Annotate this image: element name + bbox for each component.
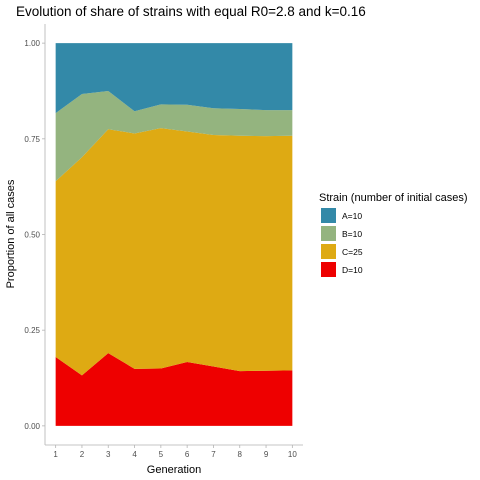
legend-swatch bbox=[321, 262, 336, 277]
legend-swatch bbox=[321, 244, 336, 259]
y-tick-label: 0.50 bbox=[24, 231, 40, 240]
area-series-d-10 bbox=[55, 353, 293, 426]
chart-title: Evolution of share of strains with equal… bbox=[16, 4, 366, 19]
legend-item-label: B=10 bbox=[342, 229, 362, 239]
area-series-a-10 bbox=[55, 43, 293, 114]
x-tick-label: 8 bbox=[238, 450, 243, 459]
legend-item-label: D=10 bbox=[342, 265, 363, 275]
x-tick-label: 5 bbox=[159, 450, 164, 459]
legend-title: Strain (number of initial cases) bbox=[319, 192, 468, 204]
x-axis-title: Generation bbox=[147, 464, 201, 476]
axes: 0.00 0.25 0.50 0.75 1.00 1 2 3 4 5 6 7 8 9 10 bbox=[24, 24, 303, 459]
legend: Strain (number of initial cases) A=10 B=1… bbox=[319, 192, 468, 277]
area-series-c-25 bbox=[55, 128, 293, 376]
legend-item-label: C=25 bbox=[342, 247, 363, 257]
y-tick-label: 0.75 bbox=[24, 135, 40, 144]
plot-areas bbox=[55, 43, 293, 426]
x-tick-label: 2 bbox=[80, 450, 85, 459]
y-axis-title: Proportion of all cases bbox=[5, 179, 17, 288]
x-tick-label: 1 bbox=[53, 450, 58, 459]
legend-swatch bbox=[321, 226, 336, 241]
y-tick-label: 0.25 bbox=[24, 326, 40, 335]
x-tick-label: 9 bbox=[264, 450, 269, 459]
legend-swatch bbox=[321, 208, 336, 223]
x-tick-label: 3 bbox=[106, 450, 111, 459]
x-tick-label: 6 bbox=[185, 450, 190, 459]
y-tick-label: 1.00 bbox=[24, 39, 40, 48]
x-tick-label: 4 bbox=[132, 450, 137, 459]
y-tick-label: 0.00 bbox=[24, 422, 40, 431]
x-tick-label: 10 bbox=[288, 450, 297, 459]
legend-item-label: A=10 bbox=[342, 211, 362, 221]
x-tick-label: 7 bbox=[211, 450, 216, 459]
area-series-b-10 bbox=[55, 90, 293, 182]
